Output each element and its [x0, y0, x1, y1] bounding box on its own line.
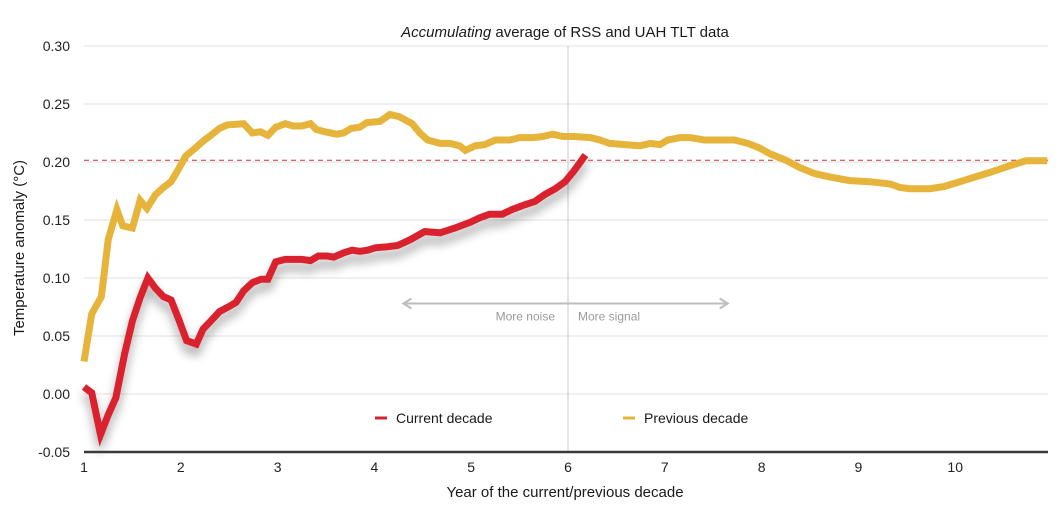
- x-tick-label: 4: [371, 459, 379, 475]
- series-lines: [80, 110, 1048, 447]
- annotations: More noise More signal: [401, 297, 730, 324]
- y-tick-label: 0.20: [43, 154, 70, 170]
- y-tick-label: 0.15: [43, 212, 70, 228]
- y-tick-label: 0.30: [43, 38, 70, 54]
- x-tick-labels: 1 2 3 4 5 6 7 8 9 10: [80, 459, 963, 475]
- arrow-left-head-icon: [401, 297, 412, 310]
- more-signal-label: More signal: [578, 310, 640, 324]
- x-tick-label: 5: [467, 459, 475, 475]
- chart-title-emphasis: Accumulating: [400, 24, 492, 41]
- chart-title-rest: average of RSS and UAH TLT data: [491, 24, 729, 41]
- y-tick-label: 0.05: [43, 328, 70, 344]
- chart-title: Accumulating average of RSS and UAH TLT …: [400, 24, 729, 41]
- reference-lines: [84, 46, 1048, 452]
- x-axis-label: Year of the current/previous decade: [446, 484, 683, 501]
- x-tick-label: 3: [274, 459, 282, 475]
- more-noise-label: More noise: [496, 310, 556, 324]
- legend-label-current-decade: Current decade: [396, 410, 493, 426]
- legend-label-previous-decade: Previous decade: [644, 410, 749, 426]
- y-tick-label: 0.25: [43, 96, 70, 112]
- x-tick-label: 9: [855, 459, 863, 475]
- gridlines: [84, 45, 1048, 395]
- arrow-right-head-icon: [719, 297, 730, 310]
- series-line-current-decade: [81, 152, 589, 447]
- y-axis-label: Temperature anomaly (°C): [11, 160, 28, 336]
- y-tick-label: -0.05: [38, 444, 70, 460]
- x-tick-label: 2: [177, 459, 185, 475]
- legend: Current decade Previous decade: [375, 410, 749, 426]
- x-tick-label: 1: [80, 459, 88, 475]
- x-tick-label: 8: [758, 459, 766, 475]
- x-tick-label: 7: [661, 459, 669, 475]
- x-tick-label: 10: [947, 459, 963, 475]
- y-tick-labels: -0.05 0.00 0.05 0.10 0.15 0.20 0.25 0.30: [38, 38, 70, 460]
- y-tick-label: 0.10: [43, 270, 70, 286]
- y-tick-label: 0.00: [43, 386, 70, 402]
- series-line-previous-decade: [80, 110, 1048, 363]
- x-tick-label: 6: [564, 459, 572, 475]
